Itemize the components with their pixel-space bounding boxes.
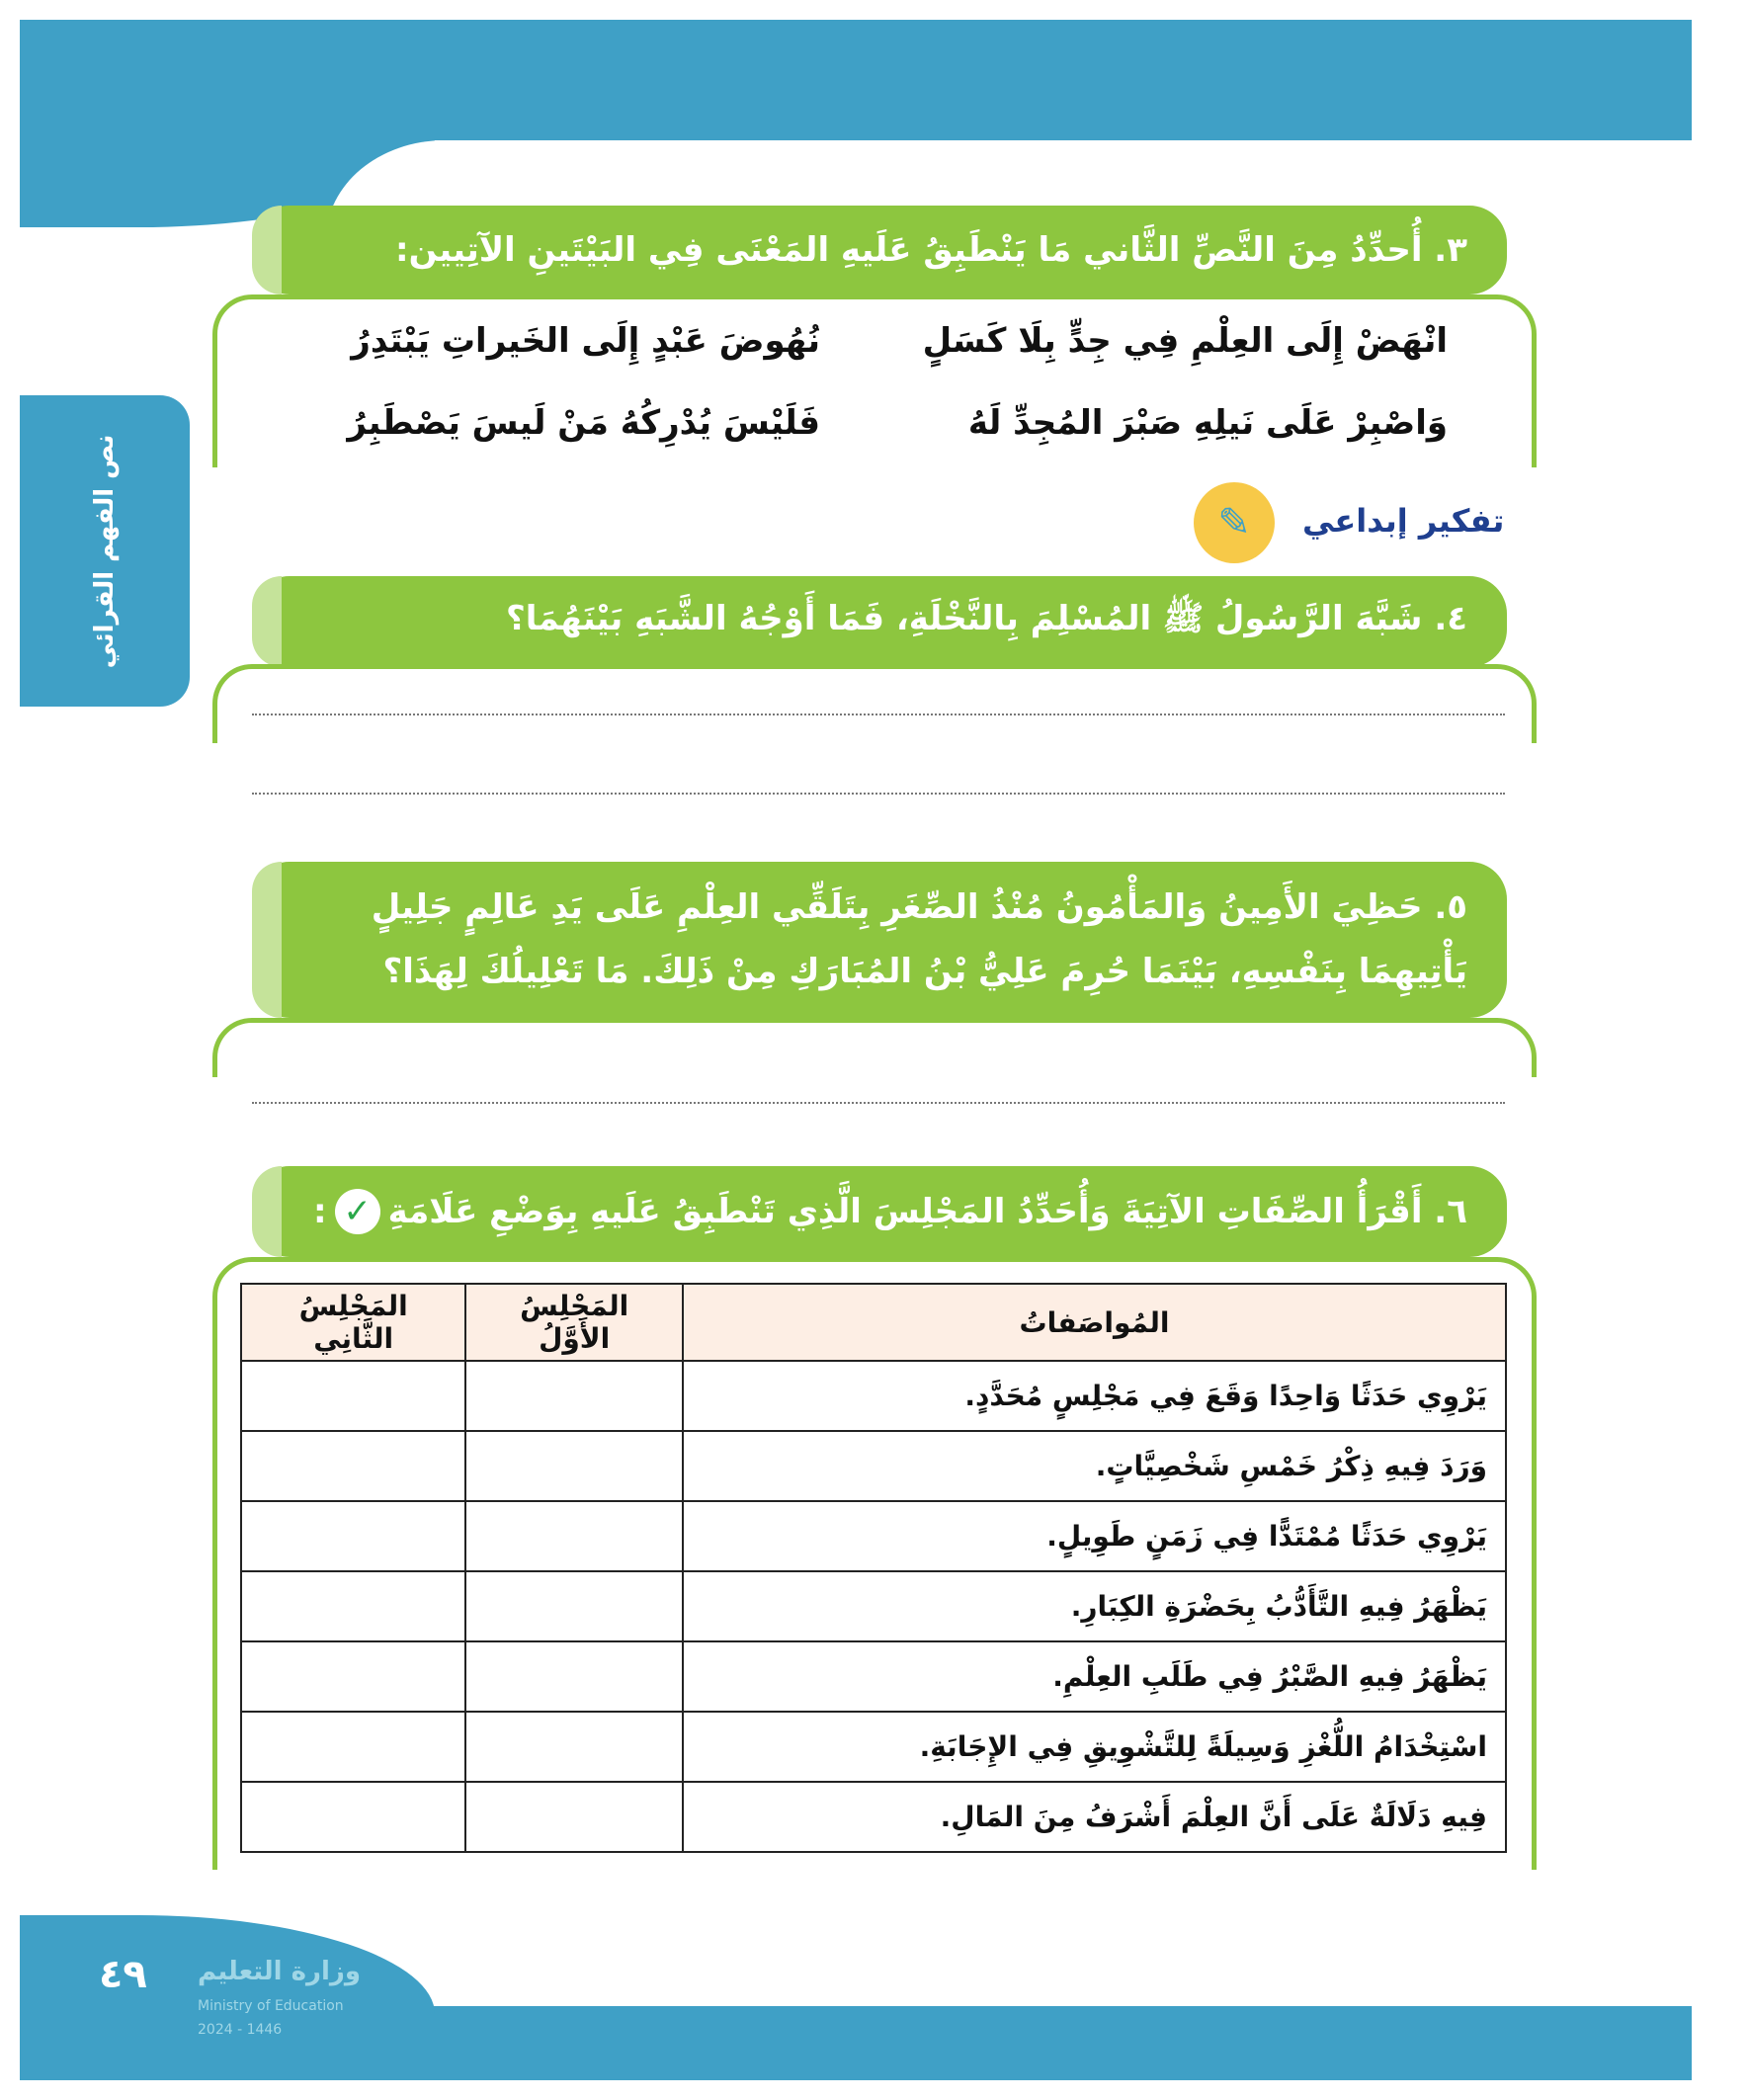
table-row: يَرْوِي حَدَثًا وَاحِدًا وَقَعَ فِي مَجْ…	[239, 1360, 1507, 1432]
second-session-cell[interactable]	[239, 1430, 467, 1502]
question-6-text: ٦. أَقْرَأُ الصِّفَاتِ الآتِيَةَ وَأُحَد…	[387, 1192, 1467, 1231]
first-session-cell[interactable]	[464, 1570, 684, 1642]
table-row: يَرْوِي حَدَثًا مُمْتَدًّا فِي زَمَنٍ طَ…	[239, 1500, 1507, 1572]
attribute-cell: يَرْوِي حَدَثًا وَاحِدًا وَقَعَ فِي مَجْ…	[682, 1360, 1507, 1432]
answer-line[interactable]	[252, 714, 1505, 715]
verse-1-second: نُهُوضَ عَبْدٍ إِلَى الخَيراتِ يَبْتَدِر…	[351, 321, 820, 361]
second-session-cell[interactable]	[239, 1570, 467, 1642]
table-box	[212, 1257, 1537, 1870]
question-3-header: ٣. أُحدِّدُ مِنَ النَّصِّ الثَّاني مَا ي…	[252, 206, 1507, 294]
question-4-text: ٤. شَبَّهَ الرَّسُولُ ﷺ المُسْلِمَ بِالن…	[506, 598, 1467, 638]
second-session-cell[interactable]	[239, 1711, 467, 1783]
table-row: اسْتِخْدَامُ اللُّغْزِ وَسِيلَةً لِلتَّش…	[239, 1711, 1507, 1783]
second-session-cell[interactable]	[239, 1360, 467, 1432]
header-second-session: المَجْلِسُ الثَّانِي	[239, 1283, 467, 1362]
attribute-cell: يَظْهَرُ فِيهِ التَّأَدُّبُ بِحَضْرَةِ ا…	[682, 1570, 1507, 1642]
question-4-header: ٤. شَبَّهَ الرَّسُولُ ﷺ المُسْلِمَ بِالن…	[252, 576, 1507, 667]
creative-thinking-label: تفكير إبداعي	[1302, 502, 1505, 540]
bottom-banner	[20, 2006, 1692, 2080]
first-session-cell[interactable]	[464, 1711, 684, 1783]
answer-line[interactable]	[252, 793, 1505, 795]
first-session-cell[interactable]	[464, 1640, 684, 1713]
table-row: يَظْهَرُ فِيهِ التَّأَدُّبُ بِحَضْرَةِ ا…	[239, 1570, 1507, 1642]
first-session-cell[interactable]	[464, 1360, 684, 1432]
question-5-header: ٥. حَظِيَ الأَمِينُ وَالمَأْمُونُ مُنْذُ…	[252, 862, 1507, 1018]
table-row: وَرَدَ فِيهِ ذِكْرُ خَمْسِ شَخْصِيَّاتٍ.	[239, 1430, 1507, 1502]
ministry-watermark-en: Ministry of Education	[198, 1998, 344, 2014]
second-session-cell[interactable]	[239, 1500, 467, 1572]
verse-2-second: فَلَيْسَ يُدْرِكُهُ مَنْ لَيسَ يَصْطَبِر…	[347, 403, 820, 443]
ministry-watermark-year: 2024 - 1446	[198, 2022, 283, 2038]
header-attributes: المُواصَفاتُ	[682, 1283, 1507, 1362]
verses-box: انْهَضْ إِلَى العِلْمِ فِي جِدٍّ بِلَا ك…	[212, 294, 1537, 467]
side-tab-label: نص الفهم القرائي	[90, 434, 120, 668]
first-session-cell[interactable]	[464, 1430, 684, 1502]
table-header-row: المُواصَفاتُ المَجْلِسُ الأَوَّلُ المَجْ…	[239, 1283, 1507, 1362]
side-tab: نص الفهم القرائي	[20, 395, 190, 707]
attribute-cell: فِيهِ دَلَالَةٌ عَلَى أَنَّ العِلْمَ أَش…	[682, 1781, 1507, 1853]
answer-line[interactable]	[252, 1102, 1505, 1104]
second-session-cell[interactable]	[239, 1640, 467, 1713]
attributes-table: المُواصَفاتُ المَجْلِسُ الأَوَّلُ المَجْ…	[239, 1283, 1507, 1853]
question-5-text: ٥. حَظِيَ الأَمِينُ وَالمَأْمُونُ مُنْذُ…	[371, 887, 1467, 991]
creative-thinking-icon: ✎	[1194, 482, 1275, 563]
ministry-watermark: وزارة التعليم	[198, 1957, 361, 1986]
question-6-header: ٦. أَقْرَأُ الصِّفَاتِ الآتِيَةَ وَأُحَد…	[252, 1166, 1507, 1257]
question-3-text: ٣. أُحدِّدُ مِنَ النَّصِّ الثَّاني مَا ي…	[395, 230, 1467, 270]
table-row: فِيهِ دَلَالَةٌ عَلَى أَنَّ العِلْمَ أَش…	[239, 1781, 1507, 1853]
answer-box-4	[212, 664, 1537, 743]
verse-1-first: انْهَضْ إِلَى العِلْمِ فِي جِدٍّ بِلَا ك…	[922, 321, 1448, 361]
check-mark-icon: ✓	[334, 1189, 380, 1234]
colon: :	[313, 1192, 327, 1231]
first-session-cell[interactable]	[464, 1781, 684, 1853]
page-number: ٤٩	[99, 1952, 147, 1997]
table-row: يَظْهَرُ فِيهِ الصَّبْرُ فِي طَلَبِ العِ…	[239, 1640, 1507, 1713]
header-first-session: المَجْلِسُ الأَوَّلُ	[464, 1283, 684, 1362]
first-session-cell[interactable]	[464, 1500, 684, 1572]
attribute-cell: يَظْهَرُ فِيهِ الصَّبْرُ فِي طَلَبِ العِ…	[682, 1640, 1507, 1713]
attribute-cell: يَرْوِي حَدَثًا مُمْتَدًّا فِي زَمَنٍ طَ…	[682, 1500, 1507, 1572]
answer-box-5	[212, 1018, 1537, 1077]
second-session-cell[interactable]	[239, 1781, 467, 1853]
verse-2-first: وَاصْبِرْ عَلَى نَيلِهِ صَبْرَ المُجِدِّ…	[967, 403, 1448, 443]
attribute-cell: وَرَدَ فِيهِ ذِكْرُ خَمْسِ شَخْصِيَّاتٍ.	[682, 1430, 1507, 1502]
attribute-cell: اسْتِخْدَامُ اللُّغْزِ وَسِيلَةً لِلتَّش…	[682, 1711, 1507, 1783]
